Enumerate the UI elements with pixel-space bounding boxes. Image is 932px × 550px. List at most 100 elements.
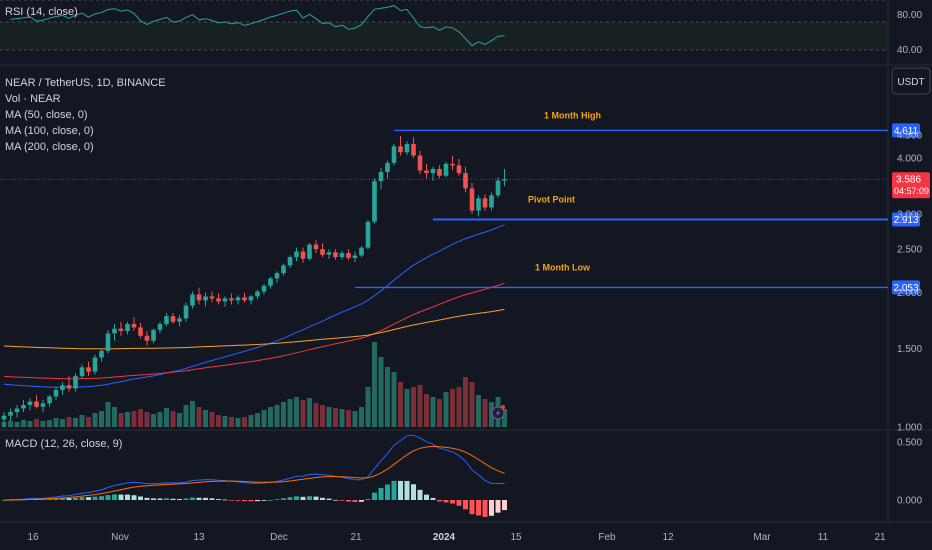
macd-histogram-bar — [391, 480, 397, 500]
volume-bar — [138, 409, 143, 427]
macd-histogram-bar — [469, 500, 475, 515]
macd-histogram-bar — [489, 500, 494, 516]
level-price-text-1: 2.913 — [893, 215, 918, 226]
candle-body — [398, 146, 403, 153]
candle-body — [385, 162, 390, 173]
macd-histogram-bar — [365, 499, 371, 500]
volume-bar — [99, 411, 104, 427]
candle-body — [157, 324, 163, 330]
candle-body — [131, 324, 137, 328]
volume-bar — [268, 407, 273, 427]
macd-histogram-bar — [463, 500, 468, 510]
level-price-text-2: 2.053 — [893, 283, 918, 294]
candle-body — [248, 296, 254, 301]
candle-body — [99, 350, 104, 358]
candle-body — [352, 255, 358, 258]
time-tick-label: 16 — [27, 532, 39, 543]
macd-histogram-bar — [294, 496, 299, 500]
candle-body — [372, 181, 377, 222]
volume-bar — [482, 399, 488, 427]
vol-legend: Vol · NEAR — [5, 93, 61, 105]
candle-body — [287, 257, 293, 266]
volume-bar — [170, 411, 176, 427]
candle-body — [242, 297, 247, 301]
time-tick-label: 2024 — [433, 532, 456, 543]
volume-bar — [489, 402, 494, 427]
candle-body — [144, 335, 150, 341]
volume-bar — [398, 382, 403, 427]
volume-bar — [424, 394, 429, 427]
macd-histogram-bar — [502, 500, 507, 511]
candle-body — [40, 403, 46, 407]
macd-histogram-bar — [359, 500, 364, 502]
volume-bar — [463, 377, 468, 427]
volume-bar — [203, 410, 208, 427]
macd-histogram-bar — [326, 498, 332, 500]
volume-bar — [242, 417, 247, 427]
candle-body — [411, 143, 416, 156]
macd-histogram-bar — [112, 494, 117, 500]
candle-body — [209, 296, 215, 299]
candle-body — [53, 390, 59, 397]
volume-bar — [378, 357, 384, 427]
candle-body — [27, 401, 33, 406]
ma100-line — [3, 282, 505, 380]
volume-bar — [144, 412, 150, 427]
candle-body — [138, 327, 143, 336]
macd-histogram-bar — [411, 484, 416, 500]
volume-bar — [456, 387, 462, 427]
time-tick-label: Feb — [598, 532, 616, 543]
volume-bar — [235, 418, 241, 427]
candle-body — [261, 285, 267, 292]
volume-bar — [274, 405, 280, 427]
volume-bar — [125, 412, 130, 427]
time-tick-label: Dec — [270, 532, 288, 543]
macd-histogram-bar — [73, 497, 78, 500]
candle-body — [456, 165, 462, 174]
candle-body — [300, 251, 306, 259]
volume-bar — [60, 419, 65, 427]
volume-bar — [372, 342, 377, 427]
volume-bar — [300, 400, 306, 427]
macd-histogram-bar — [424, 494, 429, 500]
time-tick-label: 21 — [350, 532, 362, 543]
candle-body — [216, 298, 221, 302]
macd-signal-line — [4, 445, 505, 501]
volume-bar — [21, 420, 26, 427]
time-tick-label: 13 — [193, 532, 205, 543]
candle-body — [326, 252, 332, 255]
macd-histogram-bar — [183, 498, 189, 500]
volume-bar — [86, 417, 91, 427]
macd-histogram-bar — [404, 480, 410, 500]
macd-histogram-bar — [274, 499, 280, 501]
time-tick-label: 11 — [818, 532, 829, 543]
countdown-text: 04:57:09 — [894, 186, 929, 196]
volume-bar — [404, 389, 410, 427]
macd-histogram-bar — [60, 498, 65, 500]
volume-bar — [443, 392, 449, 427]
volume-bar — [151, 414, 156, 427]
price-tick-label: 4.000 — [897, 154, 922, 165]
volume-bar — [502, 409, 507, 427]
last-price-tag — [892, 172, 930, 199]
candle-body — [164, 316, 169, 325]
macd-histogram-bar — [300, 496, 306, 500]
macd-histogram-bar — [456, 500, 462, 506]
candle-body — [320, 249, 325, 255]
candle-body — [34, 401, 39, 407]
candle-body — [86, 367, 91, 372]
candle-body — [307, 244, 312, 259]
macd-histogram-bar — [229, 500, 234, 501]
volume-bar — [450, 389, 455, 427]
macd-histogram-bar — [151, 498, 156, 500]
macd-line — [3, 434, 505, 501]
time-tick-label: 15 — [510, 532, 522, 543]
macd-histogram-bar — [398, 480, 403, 500]
candle-body — [346, 253, 351, 258]
macd-histogram-bar — [313, 496, 319, 500]
candle-body — [274, 273, 280, 279]
candle-body — [92, 357, 98, 372]
macd-histogram-bar — [190, 497, 195, 500]
